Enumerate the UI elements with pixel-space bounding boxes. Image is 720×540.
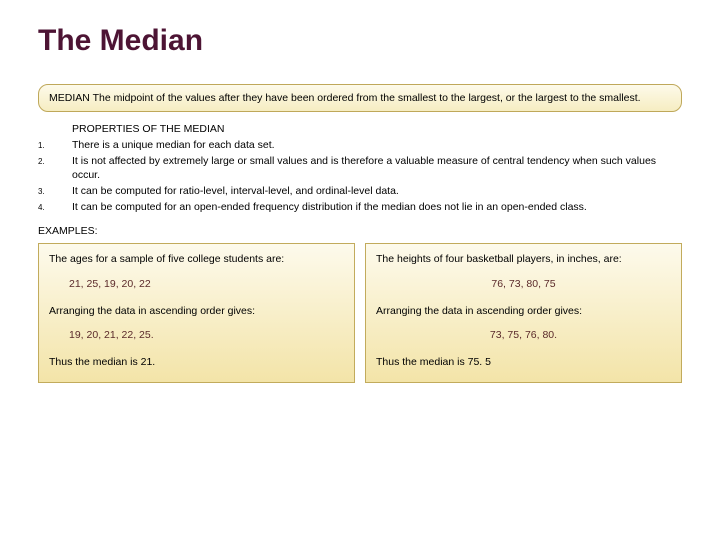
properties-list: There is a unique median for each data s… [38, 138, 682, 214]
properties-title: PROPERTIES OF THE MEDIAN [72, 122, 682, 137]
property-item: It can be computed for ratio-level, inte… [38, 184, 682, 199]
property-item: It can be computed for an open-ended fre… [38, 200, 682, 215]
page-title: The Median [38, 24, 682, 58]
example-box-left: The ages for a sample of five college st… [38, 243, 355, 382]
definition-box: MEDIAN The midpoint of the values after … [38, 84, 682, 112]
example-data-raw: 76, 73, 80, 75 [376, 277, 671, 292]
example-result: Thus the median is 75. 5 [376, 355, 671, 370]
properties-section: PROPERTIES OF THE MEDIAN There is a uniq… [38, 118, 682, 221]
example-data-sorted: 73, 75, 76, 80. [376, 328, 671, 343]
example-intro: The heights of four basketball players, … [376, 252, 671, 267]
property-item: There is a unique median for each data s… [38, 138, 682, 153]
property-item: It is not affected by extremely large or… [38, 154, 682, 183]
example-box-right: The heights of four basketball players, … [365, 243, 682, 382]
example-result: Thus the median is 21. [49, 355, 344, 370]
example-data-sorted: 19, 20, 21, 22, 25. [69, 328, 344, 343]
example-intro: The ages for a sample of five college st… [49, 252, 344, 267]
example-data-raw: 21, 25, 19, 20, 22 [69, 277, 344, 292]
definition-text: MEDIAN The midpoint of the values after … [49, 92, 641, 104]
example-step: Arranging the data in ascending order gi… [376, 304, 671, 319]
examples-label: EXAMPLES: [38, 225, 682, 237]
example-step: Arranging the data in ascending order gi… [49, 304, 344, 319]
examples-row: The ages for a sample of five college st… [38, 243, 682, 382]
